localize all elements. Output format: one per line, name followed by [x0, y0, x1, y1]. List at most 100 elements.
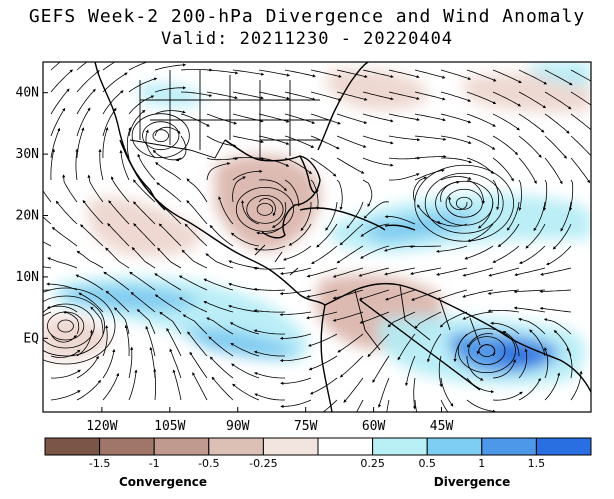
- streamline: [533, 201, 546, 232]
- streamline: [284, 179, 301, 207]
- streamline: [336, 157, 365, 174]
- streamline: [206, 135, 237, 148]
- streamline: [306, 289, 338, 299]
- streamline: [492, 157, 514, 182]
- streamline: [466, 91, 497, 105]
- streamline: [288, 223, 312, 246]
- colorbar-tick-label: 0.5: [418, 457, 436, 470]
- streamline: [544, 347, 549, 379]
- streamline: [410, 267, 442, 275]
- streamline: [154, 273, 182, 291]
- streamline: [492, 179, 500, 211]
- streamline: [560, 201, 572, 232]
- streamline: [180, 68, 213, 72]
- colorbar-bin: [481, 437, 537, 456]
- streamline: [153, 368, 157, 401]
- divergence-label: Divergence: [434, 475, 510, 489]
- streamline: [362, 179, 373, 208]
- streamline: [232, 135, 264, 144]
- circulation-swirl: [424, 172, 504, 234]
- map-frame: [42, 61, 592, 413]
- streamline: [55, 200, 78, 225]
- colorbar-bin: [535, 437, 592, 456]
- circulation-swirl: [43, 303, 95, 349]
- streamline: [186, 200, 208, 225]
- streamline: [426, 333, 442, 363]
- streamline: [62, 174, 78, 203]
- streamline: [362, 113, 394, 123]
- streamline: [137, 153, 156, 181]
- streamline: [76, 107, 91, 137]
- streamline: [280, 267, 312, 276]
- streamline: [337, 333, 364, 353]
- streamline: [414, 113, 446, 122]
- circulation-swirl: [152, 129, 169, 143]
- streamline: [414, 311, 442, 329]
- streamline: [129, 271, 156, 291]
- streamline: [206, 162, 231, 181]
- streamline: [492, 245, 520, 263]
- streamline: [360, 223, 390, 237]
- streamline: [181, 249, 208, 269]
- streamline: [332, 289, 364, 300]
- streamline: [51, 227, 78, 247]
- cuba: [299, 207, 386, 231]
- streamline: [384, 214, 416, 225]
- streamline: [492, 91, 522, 107]
- streamline: [518, 377, 541, 401]
- circulation-swirl: [414, 164, 514, 242]
- streamline: [310, 113, 341, 125]
- streamline: [388, 69, 420, 79]
- streamline: [412, 377, 417, 410]
- streamline: [78, 292, 104, 313]
- streamline: [186, 178, 208, 203]
- streamline: [336, 135, 367, 148]
- streamline: [172, 369, 182, 401]
- streamline: [50, 88, 70, 115]
- streamline: [412, 176, 427, 203]
- streamline: [209, 224, 234, 247]
- streamline: [513, 306, 546, 313]
- streamline: [553, 329, 572, 357]
- streamline: [166, 327, 182, 357]
- streamline: [189, 351, 208, 379]
- streamline: [43, 311, 52, 317]
- streamline: [206, 317, 234, 335]
- streamline: [466, 135, 496, 150]
- streamline: [388, 113, 420, 122]
- streamline: [440, 91, 472, 102]
- circulation-swirl: [455, 196, 473, 210]
- streamline: [47, 257, 78, 269]
- streamline: [169, 348, 182, 379]
- streamline: [385, 289, 416, 301]
- streamline: [155, 162, 182, 181]
- streamline: [113, 307, 130, 335]
- colorbar-bin: [153, 437, 210, 456]
- streamline: [447, 196, 468, 211]
- streamline: [102, 107, 117, 137]
- streamline: [544, 91, 572, 110]
- colorbar-tick-label: 1.5: [528, 457, 546, 470]
- streamline: [436, 245, 468, 253]
- streamline: [232, 176, 246, 203]
- streamline: [467, 333, 494, 348]
- streamline: [545, 245, 572, 266]
- streamline: [50, 369, 81, 379]
- streamline: [306, 311, 338, 320]
- streamline: [154, 63, 187, 71]
- streamline: [175, 135, 187, 162]
- divergence-band: [530, 62, 591, 86]
- south-america-west: [320, 304, 333, 412]
- streamline: [145, 325, 156, 357]
- streamline: [50, 148, 55, 181]
- streamline: [102, 372, 120, 401]
- streamline: [154, 110, 186, 115]
- circulation-swirl: [57, 319, 74, 333]
- streamline: [311, 245, 338, 264]
- streamline: [518, 135, 542, 158]
- lat-tick-label: 30N: [16, 147, 39, 162]
- streamline: [258, 135, 290, 145]
- colorbar-tick-label: -0.5: [198, 457, 219, 470]
- streamline: [436, 289, 468, 301]
- streamline: [43, 216, 52, 225]
